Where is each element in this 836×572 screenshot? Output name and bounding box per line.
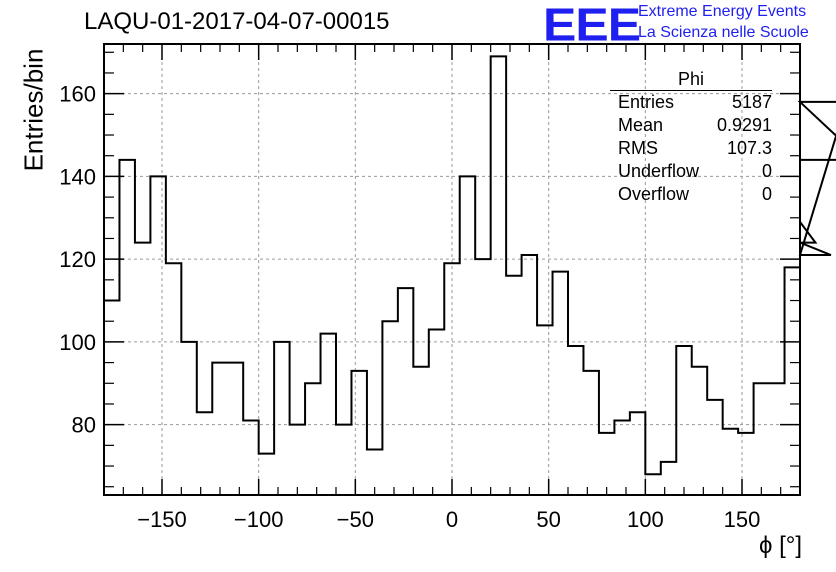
stats-label: Entries [618,92,675,112]
plot-frame [103,43,801,496]
eee-logo: EEE [543,0,641,51]
y-tick-label: 160 [59,82,96,107]
stats-title: Phi [610,68,772,91]
stats-row-overflow: Overflow 0 [610,183,772,206]
logo-line-1: Extreme Energy Events [638,3,807,20]
x-tick-label: −100 [234,507,284,532]
x-tick-label: 150 [724,507,761,532]
histogram-line [104,55,836,476]
tick-labels: −150 −100 −50 0 50 100 150 80 100 120 140 160 [59,82,760,532]
stats-value: 0.9291 [716,115,772,135]
y-tick-label: 140 [59,164,96,189]
stats-label: RMS [618,138,658,158]
stats-row-rms: RMS 107.3 [610,137,772,160]
chart-title: LAQU-01-2017-04-07-00015 [84,8,390,35]
grid-lines [104,44,800,495]
stats-value: 5187 [731,92,772,112]
stats-value: 0 [761,184,772,204]
logo-line-2: La Scienza nelle Scuole [638,24,809,41]
x-tick-label: 0 [446,507,458,532]
stats-value: 0 [761,161,772,181]
y-tick-label: 80 [72,413,96,438]
stats-label: Overflow [618,184,690,204]
y-axis-label: Entries/bin [18,48,49,172]
x-tick-label: 100 [627,507,664,532]
stats-label: Underflow [618,161,700,181]
x-axis-label: ϕ [°] [758,532,802,559]
stats-row-mean: Mean 0.9291 [610,114,772,137]
stats-value: 107.3 [726,138,772,158]
x-tick-label: 50 [536,507,560,532]
stats-box: Phi Entries 5187 Mean 0.9291 RMS 107.3 U… [610,68,772,206]
stats-row-underflow: Underflow 0 [610,160,772,183]
stats-row-entries: Entries 5187 [610,91,772,114]
y-tick-label: 120 [59,247,96,272]
y-tick-label: 100 [59,330,96,355]
x-tick-label: −50 [337,507,374,532]
stats-label: Mean [618,115,664,135]
x-tick-label: −150 [137,507,187,532]
axis-ticks [103,44,801,495]
